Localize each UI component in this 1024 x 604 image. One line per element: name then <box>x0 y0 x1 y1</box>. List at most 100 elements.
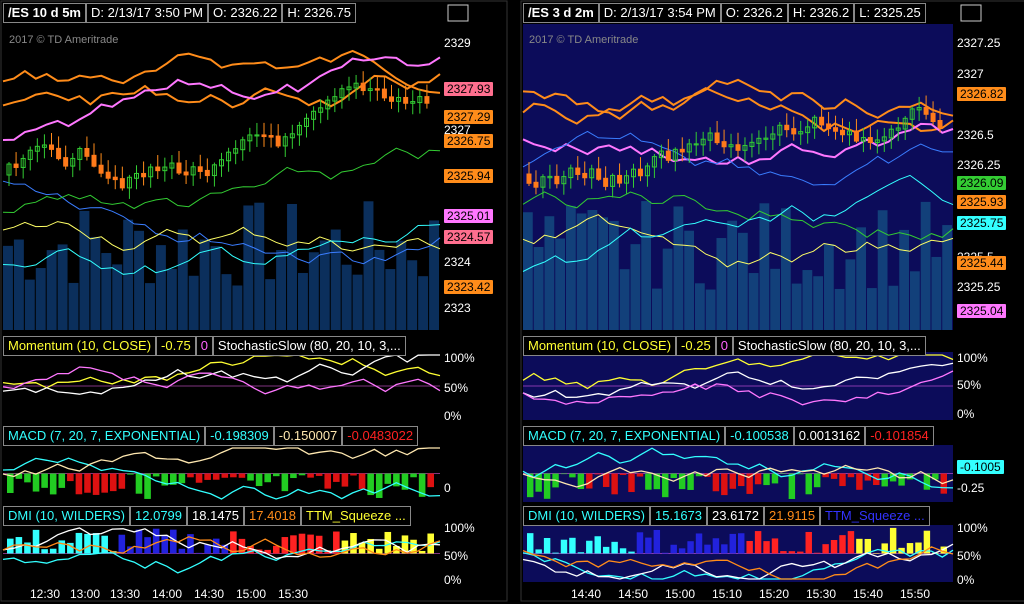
candle-body <box>589 168 595 179</box>
histogram-bar <box>127 473 134 475</box>
histogram-bar <box>401 473 409 490</box>
time-label: 15:10 <box>712 587 743 601</box>
time-label: 14:30 <box>194 587 225 601</box>
candle-body <box>119 178 125 189</box>
volume-bar <box>254 202 265 330</box>
histogram-bar <box>247 473 254 481</box>
study-field: -0.100538 <box>725 426 794 446</box>
volume-bar <box>188 275 199 330</box>
histogram-bar <box>856 473 863 490</box>
price-label: 2326.5 <box>957 128 994 142</box>
candle-body <box>219 159 224 167</box>
price-tag: 2325.44 <box>957 256 1007 270</box>
candle-body <box>658 150 664 159</box>
candle-body <box>561 176 567 185</box>
price-tag: 2325.93 <box>957 195 1007 209</box>
histogram-bar <box>367 538 374 554</box>
study-header: MACD (7, 20, 7, EXPONENTIAL) -0.198309 -0.… <box>3 426 419 446</box>
histogram-bar <box>178 473 186 484</box>
time-label: 15:20 <box>759 587 790 601</box>
volume-bar <box>101 253 112 330</box>
candle-body <box>881 136 887 142</box>
volume-bar <box>899 229 909 330</box>
volume-bar <box>177 229 188 330</box>
histogram-bar <box>771 473 779 484</box>
volume-bar <box>845 259 856 330</box>
volume-bar <box>396 240 407 330</box>
indicator-line <box>522 86 954 134</box>
candle-body <box>791 128 797 135</box>
histogram-bar <box>75 473 83 495</box>
histogram-bar <box>535 549 542 554</box>
study-axis-label: 50% <box>444 381 469 395</box>
histogram-bar <box>915 542 922 554</box>
histogram-bar <box>653 473 661 490</box>
candle-body <box>637 168 643 177</box>
price-label: 2323 <box>444 301 471 315</box>
price-tag: 2325.94 <box>444 169 494 183</box>
histogram-bar <box>830 473 838 479</box>
candle-body <box>798 131 804 135</box>
histogram-bar <box>144 537 151 554</box>
candle-body <box>631 168 636 178</box>
volume-bar <box>705 289 716 330</box>
volume-bar <box>297 272 308 330</box>
candle-body <box>396 96 402 102</box>
candle-body <box>860 137 866 142</box>
candle-body <box>909 108 915 120</box>
study-axis-label: 0% <box>444 409 462 423</box>
histogram-bar <box>109 473 117 492</box>
volume-bar <box>598 217 608 330</box>
candle-body <box>105 171 111 179</box>
candle-body <box>846 130 852 136</box>
price-tag: 2326.09 <box>957 176 1007 190</box>
histogram-bar <box>847 473 855 478</box>
histogram-bar <box>923 530 931 554</box>
histogram-bar <box>161 473 169 486</box>
histogram-bar <box>586 473 593 489</box>
histogram-bar <box>881 543 888 554</box>
volume-bar <box>856 227 866 330</box>
histogram-bar <box>290 473 297 479</box>
histogram-bar <box>738 533 745 554</box>
histogram-bar <box>771 538 779 554</box>
histogram-bar <box>204 544 211 554</box>
header-field: H: 2326.75 <box>282 3 356 23</box>
candle-body <box>812 116 818 129</box>
histogram-bar <box>152 473 160 477</box>
histogram-bar <box>662 552 669 554</box>
histogram-bar <box>763 541 770 554</box>
candle-body <box>874 139 880 143</box>
volume-bar <box>57 244 68 330</box>
volume-bar <box>684 230 694 330</box>
candle-body <box>777 124 783 136</box>
volume-bar <box>910 271 920 330</box>
candle-body <box>148 166 154 178</box>
histogram-bar <box>847 531 855 554</box>
candle-body <box>826 123 832 130</box>
study-axis-label: 0% <box>957 407 975 421</box>
candle-body <box>141 172 147 178</box>
histogram-bar <box>350 473 357 476</box>
volume-bar <box>802 270 813 330</box>
histogram-bar <box>527 533 534 554</box>
volume-bar <box>112 264 123 330</box>
histogram-bar <box>645 473 652 490</box>
histogram-bar <box>594 536 601 554</box>
volume-bar <box>90 236 101 330</box>
histogram-bar <box>221 544 229 554</box>
candle-body <box>840 129 845 136</box>
indicator-line <box>2 49 441 94</box>
histogram-bar <box>393 473 400 487</box>
candle-body <box>895 127 901 131</box>
histogram-bar <box>729 473 736 489</box>
volume-bar <box>587 209 598 330</box>
histogram-bar <box>940 546 947 554</box>
indicator-line <box>2 147 441 214</box>
candle-body <box>540 176 546 188</box>
study-axis-label: 50% <box>957 549 982 563</box>
study-field: 21.9115 <box>764 506 821 526</box>
histogram-bar <box>315 535 323 554</box>
histogram-bar <box>662 473 669 498</box>
volume-bar <box>533 246 544 330</box>
